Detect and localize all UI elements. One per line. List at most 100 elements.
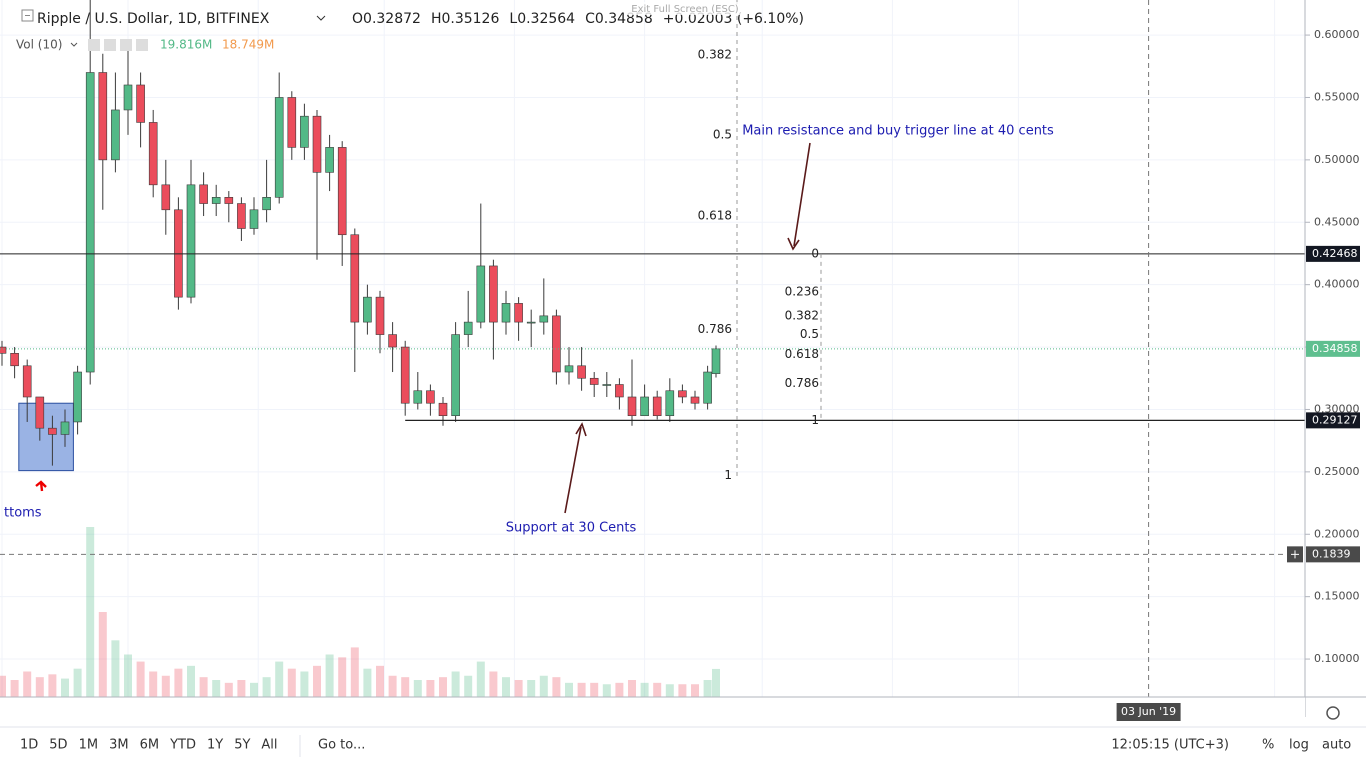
symbol[interactable]: Ripple / U.S. Dollar, 1D, BITFINEX — [37, 11, 270, 27]
candle-body — [35, 396, 45, 429]
settings-gear[interactable] — [1326, 706, 1340, 720]
candle-body — [249, 209, 259, 229]
resistance-note: Main resistance and buy trigger line at … — [742, 124, 1054, 139]
eye-icon[interactable] — [88, 39, 100, 51]
volume-bar — [86, 527, 95, 697]
fib-level-label: 0.236 — [785, 285, 819, 299]
volume-bar — [413, 680, 422, 697]
volume-bar — [199, 677, 208, 697]
range-button[interactable]: 6M — [140, 738, 160, 753]
candle-body — [400, 346, 410, 404]
volume-bar — [577, 682, 586, 697]
fib-level-label: 0.786 — [698, 322, 732, 336]
y-tick-label: 0.50000 — [1314, 153, 1360, 166]
add-alert-icon — [1291, 550, 1299, 559]
bottom-toolbar — [0, 727, 1366, 768]
scale-button[interactable]: % — [1262, 738, 1274, 753]
range-button[interactable]: 1Y — [207, 738, 223, 753]
remove-icon[interactable] — [136, 39, 148, 51]
clock[interactable]: 12:05:15 (UTC+3) — [1111, 738, 1229, 753]
range-button[interactable]: 5Y — [234, 738, 250, 753]
volume-bar — [313, 665, 321, 697]
range-button[interactable]: 1M — [79, 738, 99, 753]
volume-bar — [23, 671, 32, 697]
candle-body — [337, 147, 347, 236]
y-tick-label: 0.15000 — [1314, 590, 1360, 603]
candle-body — [148, 122, 158, 186]
bottoms-note: ttoms — [4, 506, 42, 521]
candle-body — [589, 377, 599, 385]
candle-body — [438, 402, 448, 417]
exit-fullscreen[interactable]: Exit Full Screen (ESC) — [631, 4, 739, 15]
fib-level-label: 0.618 — [698, 209, 732, 223]
volume-bar — [665, 684, 674, 697]
price-label: 0.29127 — [1312, 413, 1358, 426]
volume-bar — [275, 661, 284, 697]
o-value: 0.32872 — [363, 11, 421, 27]
volume-bar — [35, 677, 44, 697]
range-button[interactable]: YTD — [169, 738, 196, 753]
volume-bar — [287, 668, 296, 697]
crosshair-date-bg — [1116, 703, 1181, 721]
range-button[interactable]: 5D — [49, 738, 67, 753]
candle-body — [564, 365, 574, 373]
support-arrow-head — [575, 422, 587, 437]
candle-body — [287, 97, 297, 148]
goto-button[interactable]: Go to... — [318, 738, 365, 753]
candle-body — [111, 109, 120, 161]
volume-bar — [476, 661, 485, 697]
volume-bar — [224, 682, 233, 697]
fib-level-label: 0.5 — [800, 327, 819, 341]
candle-body — [48, 427, 57, 435]
candle-body — [526, 321, 536, 324]
candle-body — [10, 353, 19, 367]
scale-button[interactable]: auto — [1322, 738, 1351, 753]
volume-bar — [489, 671, 498, 697]
volume-bar — [61, 678, 69, 697]
fib-level-label: 0.382 — [785, 308, 819, 322]
volume-bar — [376, 665, 384, 697]
volume-bar — [439, 677, 447, 697]
exit-fullscreen-bg[interactable] — [625, 2, 745, 15]
source-icon[interactable] — [120, 39, 132, 51]
symbol-dropdown[interactable] — [316, 15, 326, 21]
volume-bar — [73, 668, 82, 697]
volume-bar — [615, 682, 624, 697]
volume-bar — [48, 674, 57, 697]
candle-body — [186, 184, 196, 298]
h-letter: H — [431, 11, 442, 27]
volume-bar — [565, 682, 573, 697]
volume-bar — [187, 665, 195, 697]
volume-name: Vol (10) — [16, 38, 62, 52]
candle-body — [199, 184, 208, 204]
collapse-icon[interactable] — [21, 9, 34, 22]
price-label: 0.34858 — [1312, 342, 1358, 355]
volume-bar — [161, 675, 170, 697]
volume-bar — [10, 680, 19, 697]
resistance-arrow-head — [787, 237, 800, 251]
candle-body — [312, 115, 322, 173]
volume-bar — [111, 640, 120, 697]
candle-body — [350, 234, 360, 323]
candle-body — [85, 72, 95, 373]
candle-body — [325, 147, 334, 173]
candle-body — [123, 84, 133, 111]
support-note: Support at 30 Cents — [506, 521, 637, 536]
range-button[interactable]: 1D — [20, 738, 38, 753]
scale-button[interactable]: log — [1289, 738, 1309, 753]
fib-level-label: 0.618 — [785, 347, 819, 361]
range-button[interactable]: All — [261, 738, 277, 753]
volume-bar — [401, 677, 410, 697]
volume-bar — [703, 680, 712, 697]
settings-icon[interactable] — [104, 39, 116, 51]
candle-body — [22, 365, 32, 398]
range-button[interactable]: 3M — [109, 738, 129, 753]
candle-body — [711, 348, 721, 374]
volume-bar — [136, 661, 145, 697]
fib-level-label: 0.5 — [713, 127, 732, 141]
y-tick-label: 0.20000 — [1314, 527, 1360, 540]
volume-bar — [678, 684, 687, 697]
volume-dropdown[interactable] — [70, 42, 78, 47]
volume-bar — [262, 677, 271, 697]
